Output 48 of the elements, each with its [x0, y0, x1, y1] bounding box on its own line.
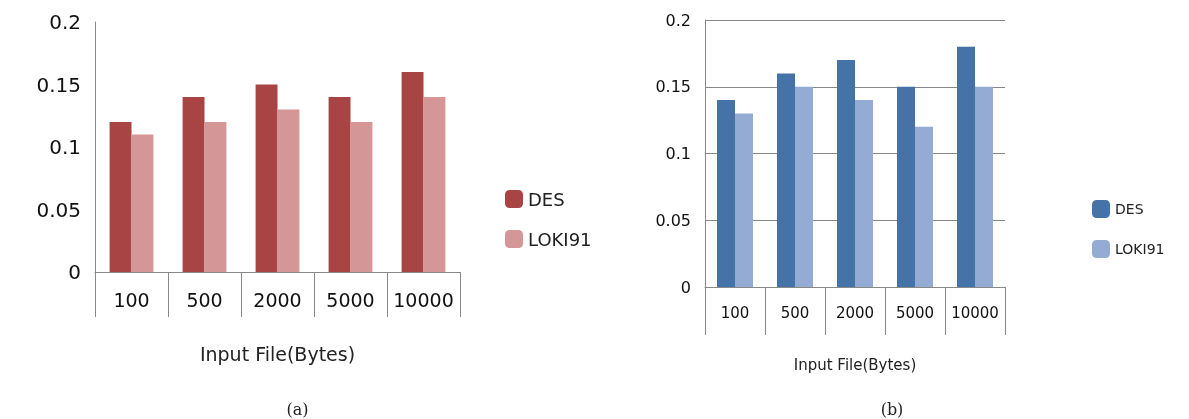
bar	[277, 109, 300, 272]
legend-label: LOKI91	[1115, 241, 1165, 257]
legend-label: LOKI91	[528, 228, 592, 250]
x-tick-label: 500	[186, 288, 223, 311]
bar	[109, 122, 132, 272]
x-tick-label: 100	[720, 303, 750, 322]
x-axis-title: Input File(Bytes)	[199, 342, 356, 365]
x-tick-label: 10000	[393, 288, 454, 311]
legend-label: DES	[528, 188, 565, 210]
legend-label: DES	[1115, 201, 1144, 217]
bar	[957, 46, 975, 287]
x-axis-title: Input File(Bytes)	[793, 355, 917, 374]
bar	[915, 126, 933, 287]
y-tick-label: 0.1	[665, 144, 691, 163]
y-tick-label: 0.1	[49, 135, 81, 159]
bar	[131, 134, 154, 272]
bar	[182, 97, 205, 272]
bar	[255, 84, 278, 272]
bar	[735, 113, 753, 287]
bar	[350, 122, 373, 272]
bar	[897, 86, 915, 287]
bar	[975, 86, 993, 287]
x-tick-label: 2000	[835, 303, 875, 322]
x-tick-label: 5000	[326, 288, 375, 311]
bar	[795, 86, 813, 287]
y-tick-label: 0.05	[36, 197, 81, 222]
y-tick-label: 0.15	[36, 72, 81, 97]
y-tick-label: 0.15	[655, 77, 691, 97]
y-tick-label: 0.2	[49, 10, 81, 34]
x-tick-label: 10000	[951, 303, 999, 322]
x-tick-label: 500	[780, 303, 810, 322]
y-tick-label: 0.05	[655, 210, 691, 230]
y-tick-label: 0	[680, 277, 691, 297]
bar	[204, 122, 227, 272]
x-tick-label: 2000	[253, 288, 302, 311]
bar	[423, 97, 446, 272]
bar	[717, 100, 735, 287]
x-tick-label: 100	[113, 288, 150, 311]
bar	[777, 73, 795, 287]
x-tick-label: 5000	[895, 303, 935, 322]
y-tick-label: 0.2	[665, 10, 691, 30]
bar	[855, 100, 873, 287]
text: (b)	[880, 399, 904, 419]
bar	[328, 97, 351, 272]
text: (a)	[286, 399, 309, 419]
y-tick-label: 0	[68, 260, 81, 284]
bar	[401, 72, 424, 272]
bar	[837, 60, 855, 287]
